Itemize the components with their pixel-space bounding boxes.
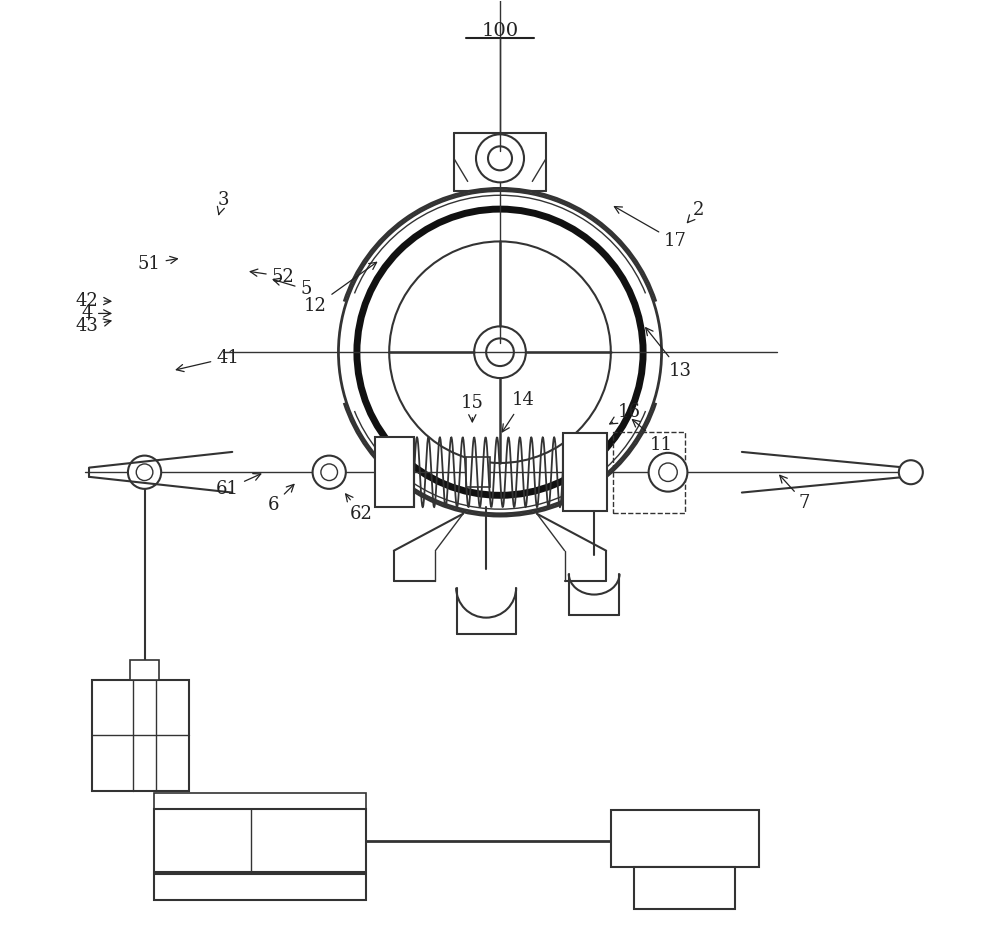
Bar (563, 433, 607, 511)
Text: 100: 100 (481, 22, 519, 40)
Text: 61: 61 (216, 473, 261, 498)
Text: 62: 62 (346, 494, 373, 523)
Circle shape (476, 134, 524, 182)
Text: 14: 14 (502, 391, 535, 432)
Polygon shape (89, 452, 232, 493)
Bar (613, 432, 685, 513)
Text: 13: 13 (646, 328, 692, 380)
Text: 15: 15 (461, 394, 484, 422)
Bar (154, 809, 366, 872)
Circle shape (128, 456, 161, 489)
Text: 11: 11 (632, 419, 673, 454)
Circle shape (649, 453, 687, 492)
Text: 3: 3 (217, 191, 229, 215)
Bar (154, 874, 366, 900)
Text: 12: 12 (304, 262, 377, 315)
Bar (634, 868, 735, 909)
Text: 41: 41 (176, 349, 239, 371)
Text: 6: 6 (268, 484, 294, 514)
Bar (92, 680, 189, 791)
Text: 52: 52 (250, 268, 294, 285)
Text: 16: 16 (610, 403, 641, 424)
Text: 4: 4 (82, 305, 111, 322)
Bar (611, 810, 759, 868)
Text: 51: 51 (138, 255, 177, 272)
Text: 42: 42 (76, 292, 111, 309)
Text: 5: 5 (273, 278, 312, 298)
Text: 7: 7 (780, 475, 810, 512)
Bar (130, 659, 159, 680)
Bar (466, 457, 490, 487)
Bar (154, 793, 366, 809)
Text: 43: 43 (76, 318, 111, 335)
Text: 17: 17 (614, 206, 687, 250)
Polygon shape (742, 452, 915, 493)
Circle shape (313, 456, 346, 489)
Bar (375, 437, 414, 507)
Circle shape (899, 460, 923, 484)
Text: 2: 2 (687, 201, 704, 222)
